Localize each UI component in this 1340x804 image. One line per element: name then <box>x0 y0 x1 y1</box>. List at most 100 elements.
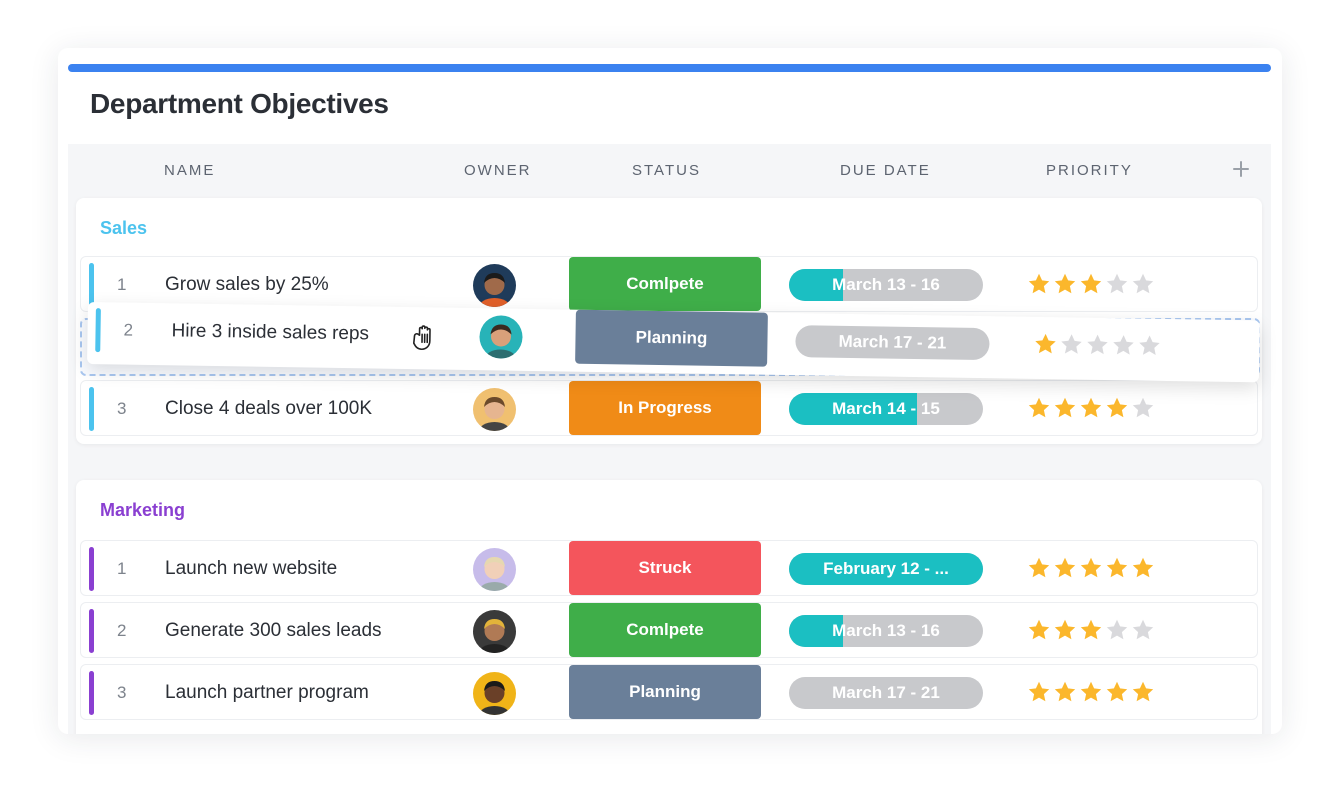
column-header-status[interactable]: STATUS <box>632 162 701 179</box>
group-title-sales: Sales <box>100 218 148 238</box>
due-date-label: February 12 - ... <box>823 559 949 578</box>
task-name[interactable]: Close 4 deals over 100K <box>165 398 373 419</box>
star-icon[interactable] <box>1027 396 1051 420</box>
due-date-pill[interactable]: March 17 - 21 <box>789 677 983 709</box>
row-group-accent[interactable] <box>95 308 101 353</box>
task-row[interactable]: 3 Close 4 deals over 100K In Progress March… <box>80 380 1258 436</box>
task-name[interactable]: Grow sales by 25% <box>165 274 329 295</box>
board-accent-bar <box>68 64 1271 72</box>
star-icon[interactable] <box>1053 680 1077 704</box>
row-group-accent[interactable] <box>89 671 94 715</box>
due-date-pill[interactable]: March 17 - 21 <box>795 325 990 361</box>
owner-avatar[interactable] <box>473 610 516 653</box>
row-number: 3 <box>117 683 127 702</box>
star-icon[interactable] <box>1053 556 1077 580</box>
star-icon[interactable] <box>1131 680 1155 704</box>
board-title: Department Objectives <box>90 88 389 119</box>
star-icon[interactable] <box>1111 333 1135 357</box>
status-pill[interactable]: Comlpete <box>569 257 761 311</box>
board-table: NAME OWNER STATUS DUE DATE PRIORITY Sale… <box>68 144 1271 734</box>
star-icon[interactable] <box>1079 618 1103 642</box>
star-icon[interactable] <box>1085 333 1109 357</box>
star-icon[interactable] <box>1105 680 1129 704</box>
status-pill[interactable]: Planning <box>575 309 768 367</box>
star-icon[interactable] <box>1105 272 1129 296</box>
row-group-accent[interactable] <box>89 387 94 431</box>
due-date-label: March 14 - 15 <box>832 399 940 418</box>
star-icon[interactable] <box>1053 272 1077 296</box>
task-row[interactable]: 1 Grow sales by 25% Comlpete March 13 - 16 <box>80 256 1258 312</box>
row-group-accent[interactable] <box>89 547 94 591</box>
star-icon[interactable] <box>1105 556 1129 580</box>
owner-avatar[interactable] <box>473 672 516 715</box>
priority-stars <box>1027 556 1155 582</box>
star-icon[interactable] <box>1079 680 1103 704</box>
priority-stars <box>1027 396 1155 422</box>
task-row[interactable]: 1 Launch new website Struck February 12 - .… <box>80 540 1258 596</box>
star-icon[interactable] <box>1079 272 1103 296</box>
due-date-label: March 13 - 16 <box>832 621 940 640</box>
star-icon[interactable] <box>1053 618 1077 642</box>
task-name[interactable]: Generate 300 sales leads <box>165 620 382 641</box>
priority-stars <box>1027 680 1155 706</box>
due-date-pill[interactable]: March 14 - 15 <box>789 393 983 425</box>
star-icon[interactable] <box>1027 272 1051 296</box>
due-date-progress <box>789 393 918 425</box>
row-number: 2 <box>123 320 134 340</box>
owner-avatar[interactable] <box>479 315 523 359</box>
star-icon[interactable] <box>1059 332 1083 356</box>
star-icon[interactable] <box>1033 332 1057 356</box>
status-pill[interactable]: Struck <box>569 541 761 595</box>
star-icon[interactable] <box>1131 556 1155 580</box>
task-row[interactable]: 3 Launch partner program Planning March 17 … <box>80 664 1258 720</box>
plus-icon[interactable] <box>1232 154 1250 185</box>
star-icon[interactable] <box>1027 618 1051 642</box>
group-marketing: Marketing 1 Launch new website Struck Febru… <box>76 480 1262 734</box>
due-date-progress <box>789 553 983 585</box>
star-icon[interactable] <box>1131 272 1155 296</box>
status-pill[interactable]: In Progress <box>569 381 761 435</box>
due-date-label: March 13 - 16 <box>832 275 940 294</box>
column-header-priority[interactable]: PRIORITY <box>1046 162 1133 179</box>
due-date-pill[interactable]: February 12 - ... <box>789 553 983 585</box>
column-header-due-date[interactable]: DUE DATE <box>840 162 931 179</box>
due-date-progress <box>789 269 844 301</box>
task-name[interactable]: Launch new website <box>165 558 338 579</box>
star-icon[interactable] <box>1131 396 1155 420</box>
column-header-name[interactable]: NAME <box>164 162 216 179</box>
row-group-accent[interactable] <box>89 263 94 307</box>
due-date-pill[interactable]: March 13 - 16 <box>789 269 983 301</box>
objectives-board: Department Objectives NAME OWNER STATUS … <box>58 48 1282 734</box>
task-name[interactable]: Launch partner program <box>165 682 369 703</box>
priority-stars <box>1027 272 1155 298</box>
group-title-marketing: Marketing <box>100 500 186 520</box>
task-row[interactable]: 2 Generate 300 sales leads Comlpete March 1… <box>80 602 1258 658</box>
status-pill[interactable]: Comlpete <box>569 603 761 657</box>
task-name[interactable]: Hire 3 inside sales reps <box>171 320 370 345</box>
priority-stars <box>1033 332 1161 360</box>
owner-avatar[interactable] <box>473 548 516 591</box>
row-number: 1 <box>117 559 127 578</box>
owner-avatar[interactable] <box>473 388 516 431</box>
star-icon[interactable] <box>1105 396 1129 420</box>
due-date-progress <box>789 615 844 647</box>
row-number: 1 <box>117 275 127 294</box>
column-header-owner[interactable]: OWNER <box>464 162 532 179</box>
star-icon[interactable] <box>1137 333 1161 357</box>
star-icon[interactable] <box>1131 618 1155 642</box>
row-number: 3 <box>117 399 127 418</box>
status-pill[interactable]: Planning <box>569 665 761 719</box>
star-icon[interactable] <box>1105 618 1129 642</box>
due-date-pill[interactable]: March 13 - 16 <box>789 615 983 647</box>
star-icon[interactable] <box>1027 680 1051 704</box>
star-icon[interactable] <box>1027 556 1051 580</box>
due-date-label: March 17 - 21 <box>838 331 947 353</box>
row-group-accent[interactable] <box>89 609 94 653</box>
priority-stars <box>1027 618 1155 644</box>
star-icon[interactable] <box>1053 396 1077 420</box>
dragged-task-row[interactable]: 2 Hire 3 inside sales reps Planning March 1… <box>87 302 1260 383</box>
star-icon[interactable] <box>1079 396 1103 420</box>
owner-avatar[interactable] <box>473 264 516 307</box>
due-date-label: March 17 - 21 <box>832 683 940 702</box>
star-icon[interactable] <box>1079 556 1103 580</box>
